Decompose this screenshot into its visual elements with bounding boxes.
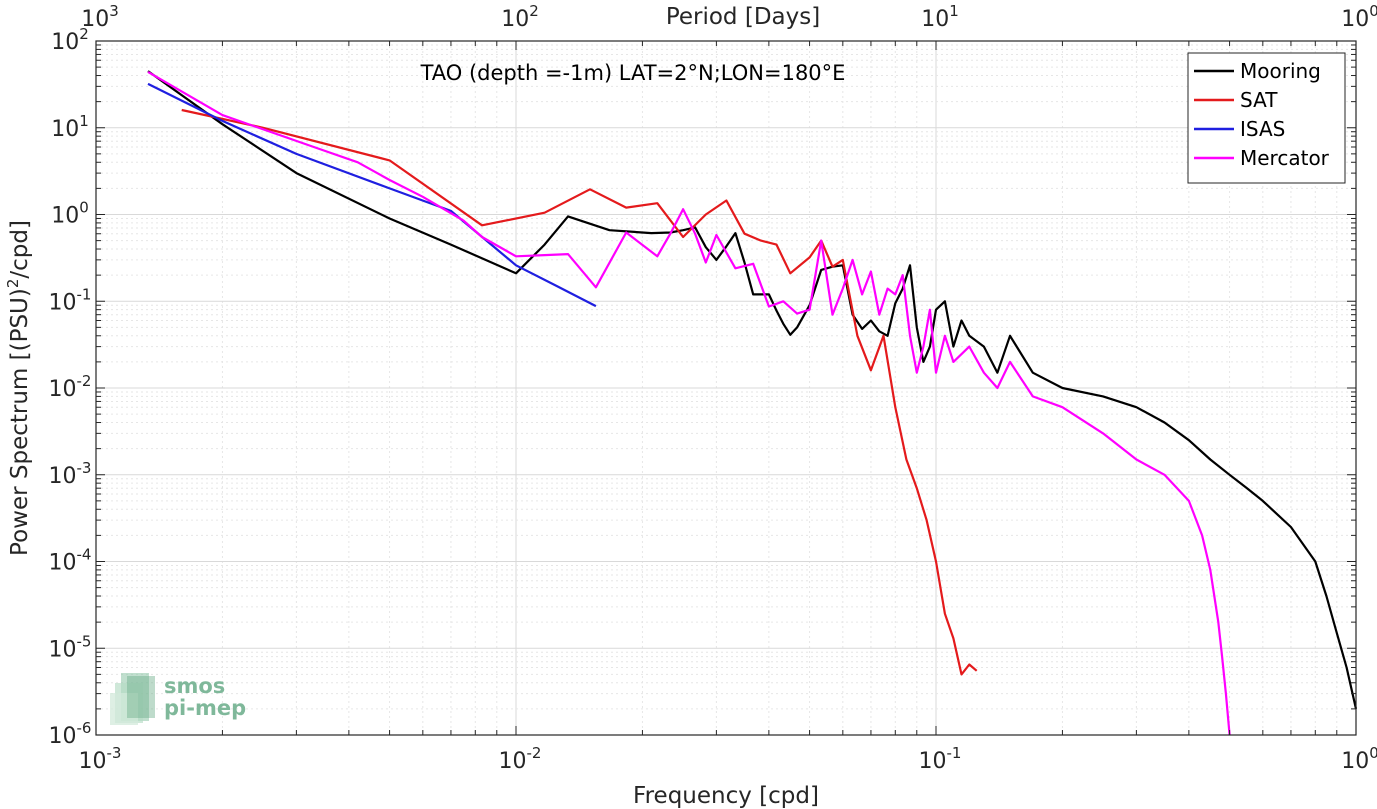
- top-tick-label: 102: [501, 2, 539, 32]
- legend-entry: Mercator: [1240, 146, 1330, 170]
- y-tick-label: 10-6: [49, 719, 92, 749]
- x-tick-label: 10-2: [499, 744, 542, 774]
- x-tick-label-exponent: -3: [107, 744, 122, 762]
- series-lines: [147, 70, 1358, 736]
- x-tick-label-base: 10: [919, 749, 947, 774]
- top-tick-label-exponent: 2: [529, 2, 539, 20]
- y-tick-label-base: 10: [51, 204, 79, 229]
- logo-line-1: smos: [164, 674, 225, 698]
- y-tick-label-exponent: 0: [79, 199, 89, 217]
- y-tick-label-exponent: -1: [77, 285, 92, 303]
- y-tick-label-base: 10: [49, 637, 77, 662]
- y-tick-label-exponent: -6: [77, 719, 92, 737]
- y-tick-label-exponent: -5: [77, 632, 92, 650]
- top-tick-label-base: 10: [921, 7, 949, 32]
- top-tick-label-exponent: 1: [949, 2, 959, 20]
- y-tick-label-base: 10: [51, 117, 79, 142]
- top-tick-label: 101: [921, 2, 959, 32]
- legend: Mooring SAT ISAS Mercator: [1187, 52, 1346, 184]
- y-tick-label-exponent: 1: [79, 112, 89, 130]
- top-tick-label-exponent: 3: [109, 2, 119, 20]
- axis-ticks: [95, 41, 1356, 736]
- logo-mark: [110, 673, 155, 725]
- x-tick-label-exponent: -1: [947, 744, 962, 762]
- top-tick-label: 103: [81, 2, 119, 32]
- series-line-mercator: [147, 70, 1231, 736]
- y-tick-label-base: 10: [51, 30, 79, 55]
- top-tick-label-exponent: 0: [1369, 2, 1377, 20]
- y-tick-label: 10-5: [49, 632, 92, 662]
- x-tick-label-base: 10: [79, 749, 107, 774]
- series-line-isas: [147, 82, 597, 308]
- x-tick-label-base: 10: [1341, 749, 1369, 774]
- x-axis-label: Frequency [cpd]: [633, 783, 819, 809]
- legend-entry: Mooring: [1240, 59, 1321, 83]
- x-tick-label: 10-3: [79, 744, 122, 774]
- x-tick-label-exponent: -2: [527, 744, 542, 762]
- x-tick-label-exponent: 0: [1369, 744, 1377, 762]
- top-tick-label-base: 10: [81, 7, 109, 32]
- y-tick-label: 101: [51, 112, 89, 142]
- x-tick-label: 10-1: [919, 744, 962, 774]
- y-axis-label-main: Power Spectrum [(PSU): [7, 288, 33, 556]
- y-tick-label: 10-4: [49, 546, 92, 576]
- x-tick-label: 100: [1341, 744, 1377, 774]
- y-tick-label-base: 10: [49, 464, 77, 489]
- x-tick-label-base: 10: [499, 749, 527, 774]
- y-tick-label-base: 10: [49, 724, 77, 749]
- legend-entry: ISAS: [1240, 117, 1285, 141]
- y-tick-label: 100: [51, 199, 89, 229]
- y-tick-label-exponent: -4: [77, 546, 92, 564]
- legend-box: [1187, 52, 1346, 184]
- top-tick-label-base: 10: [501, 7, 529, 32]
- chart-title: TAO (depth =-1m) LAT=2°N;LON=180°E: [420, 61, 846, 85]
- y-tick-label-exponent: -3: [77, 459, 92, 477]
- legend-entry: SAT: [1240, 88, 1278, 112]
- y-tick-label-base: 10: [49, 290, 77, 315]
- grid: [95, 41, 1356, 736]
- y-tick-label: 10-3: [49, 459, 92, 489]
- y-tick-label: 10-1: [49, 285, 92, 315]
- logo-line-2: pi-mep: [164, 696, 246, 720]
- top-tick-label-base: 10: [1341, 7, 1369, 32]
- y-tick-label-exponent: 2: [79, 25, 89, 43]
- series-line-sat: [181, 108, 978, 676]
- y-axis-label: Power Spectrum [(PSU)2/cpd]: [4, 220, 33, 556]
- y-tick-label-exponent: -2: [77, 372, 92, 390]
- top-axis-label: Period [Days]: [666, 4, 820, 30]
- y-tick-label-base: 10: [49, 377, 77, 402]
- y-axis-label-unit: /cpd]: [7, 220, 33, 279]
- y-tick-label: 102: [51, 25, 89, 55]
- series-line-mooring: [147, 70, 1358, 710]
- top-tick-label: 100: [1341, 2, 1377, 32]
- smos-pi-mep-logo: smos pi-mep: [110, 673, 246, 725]
- y-axis-label-superscript: 2: [4, 279, 22, 289]
- y-tick-label-base: 10: [49, 551, 77, 576]
- y-tick-label: 10-2: [49, 372, 92, 402]
